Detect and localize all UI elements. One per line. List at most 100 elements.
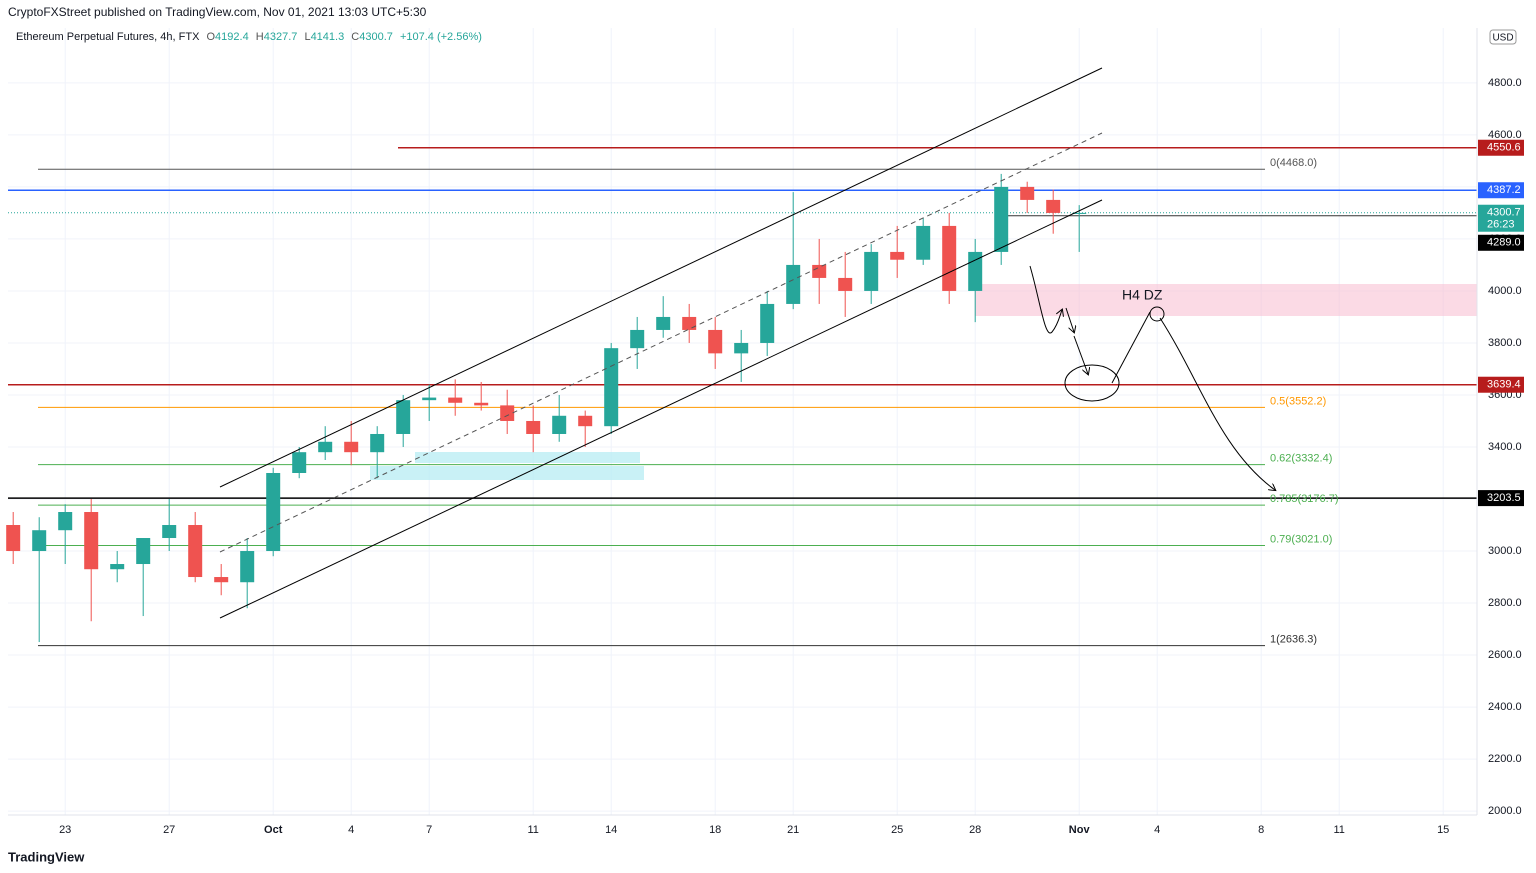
y-tick-label: 4600.0 [1488,129,1522,141]
circle [1064,364,1120,402]
support-box [370,466,644,480]
y-tick-label: 4000.0 [1488,285,1522,297]
channel-lower [219,199,1103,619]
demand-zone [975,284,1477,316]
x-tick-label: 7 [426,824,432,836]
candle-body [1072,212,1087,214]
change: +107.4 (+2.56%) [400,31,482,43]
levels: 0(4468.0) 0.5(3552.2) 0.62(3332.4) 0.785(31… [8,146,1477,647]
candle-body [864,251,879,291]
x-tick-label: 11 [527,824,538,836]
fib-label: 1(2636.3) [1270,634,1317,646]
candle-body [396,400,411,434]
level-tag [1478,376,1524,393]
arrow [1159,317,1275,490]
candle-body [318,441,333,453]
candle-body [812,264,827,278]
candle-body [890,251,905,260]
fib-label: 0.5(3552.2) [1270,395,1326,407]
channel-mid [219,132,1103,553]
candle-body [604,348,619,427]
candle-body [344,441,359,453]
footer-logo[interactable]: TradingView [8,849,85,864]
ohlc-letter: O [206,31,215,43]
candle-body [786,264,801,304]
level-label: 3639.4 [1487,379,1521,391]
candle-body [838,277,853,291]
x-tick-label: Oct [264,824,283,836]
candles [6,173,1087,643]
y-tick-label: 3400.0 [1488,441,1522,453]
x-tick-label: 27 [163,824,175,836]
x-tick-label: 21 [787,824,799,836]
candle-body [32,530,47,552]
candle-body [370,433,385,453]
x-tick-label: 28 [969,824,981,836]
candle-body [84,512,99,570]
marker-label: 4289.0 [1487,237,1521,249]
x-tick-label: 8 [1258,824,1264,836]
countdown: 26:23 [1487,219,1515,231]
x-tick-label: 4 [1154,824,1160,836]
candle-body [240,551,255,583]
candle-body [630,329,645,349]
candle-body [578,415,593,427]
candle-body [422,397,437,401]
arrow [1111,311,1151,384]
ohlc-letter: L [304,31,310,43]
current-price-label: 4300.7 [1487,207,1521,219]
candle-body [474,402,489,406]
ohlc-value: 4141.3 [311,31,345,43]
arrow [1029,265,1062,334]
y-tick-label: 2000.0 [1488,805,1522,817]
fib-label: 0(4468.0) [1270,157,1317,169]
candle-body [136,538,151,565]
level-label: 4387.2 [1487,184,1521,196]
y-tick-label: 3000.0 [1488,545,1522,557]
level-label: 3203.5 [1487,492,1521,504]
x-tick-label: 4 [348,824,354,836]
ohlc-letter: C [351,31,359,43]
y-tick-label: 4800.0 [1488,77,1522,89]
axes: 2000.02200.02400.02600.02800.03000.03200… [59,77,1524,836]
x-tick-label: Nov [1069,824,1091,836]
ohlc-letter: H [256,31,264,43]
y-tick-label: 2600.0 [1488,649,1522,661]
published: CryptoFXStreet published on TradingView.… [8,5,427,19]
candle-body [760,303,775,343]
fib-label: 0.79(3021.0) [1270,533,1332,545]
candle-body [1046,199,1061,213]
x-tick-label: 14 [605,824,617,836]
level-tag [1478,182,1524,199]
candle-body [526,420,541,434]
candle-body [110,564,125,570]
ohlc-value: 4192.4 [215,31,249,43]
ohlc-value: 4300.7 [359,31,393,43]
level-tag [1478,490,1524,507]
support-box [415,452,640,463]
symbol-info: Ethereum Perpetual Futures, 4h, FTX O419… [16,31,482,43]
y-tick-label: 2400.0 [1488,701,1522,713]
candle-body [656,316,671,330]
candle-body [214,577,229,583]
candle-body [448,397,463,403]
x-tick-label: 15 [1437,824,1449,836]
fib-label: 0.62(3332.4) [1270,452,1332,464]
candle-body [6,525,21,552]
candle-body [292,452,307,473]
grid [8,28,1477,815]
level-tag [1478,139,1524,156]
candle-body [162,525,177,539]
currency-box [1489,29,1517,45]
arrow [1073,335,1088,374]
candle-body [552,415,567,434]
candle-body [708,329,723,354]
x-tick-label: 11 [1333,824,1344,836]
y-tick-label: 2800.0 [1488,597,1522,609]
x-tick-label: 18 [709,824,721,836]
current-price-tag [1478,204,1524,232]
currency: USD [1492,33,1513,44]
candle-body [994,186,1009,252]
y-tick-label: 2200.0 [1488,753,1522,765]
